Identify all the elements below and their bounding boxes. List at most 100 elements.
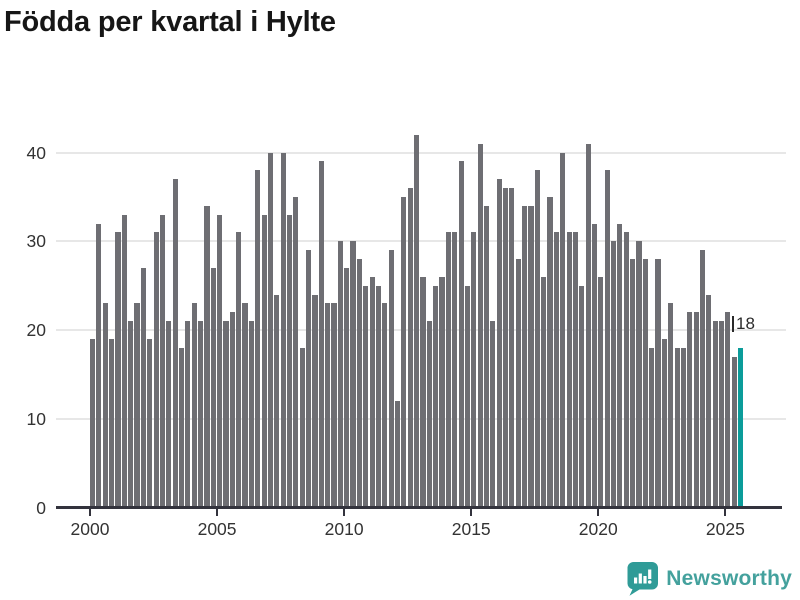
bar bbox=[553, 232, 559, 508]
bar bbox=[439, 276, 445, 508]
bar bbox=[286, 214, 293, 508]
bar bbox=[267, 152, 274, 508]
bar bbox=[420, 276, 426, 508]
bar bbox=[147, 338, 153, 508]
bar bbox=[229, 312, 235, 508]
bar bbox=[102, 303, 108, 508]
bar bbox=[363, 285, 369, 508]
x-tick-label-2015: 2015 bbox=[451, 518, 491, 539]
x-tick-label-2005: 2005 bbox=[197, 518, 237, 539]
bar bbox=[591, 223, 598, 508]
bar bbox=[502, 188, 509, 508]
bar bbox=[433, 285, 439, 508]
x-tick-2020 bbox=[597, 508, 600, 516]
bar bbox=[204, 205, 210, 508]
bar bbox=[178, 347, 185, 508]
bar bbox=[274, 294, 280, 508]
bar bbox=[109, 338, 115, 508]
bar bbox=[426, 321, 432, 508]
bar bbox=[655, 259, 661, 508]
bar bbox=[509, 188, 515, 508]
bar bbox=[642, 259, 648, 508]
x-tick-label-2025: 2025 bbox=[705, 518, 745, 539]
bar bbox=[522, 205, 528, 508]
x-tick-2025 bbox=[724, 508, 727, 516]
bar bbox=[344, 267, 350, 508]
x-tick-2015 bbox=[470, 508, 473, 516]
bar bbox=[687, 312, 693, 508]
bar bbox=[534, 170, 540, 508]
bar bbox=[541, 276, 547, 508]
gridline-40 bbox=[56, 151, 786, 154]
bar bbox=[210, 267, 216, 508]
bar bbox=[712, 321, 718, 508]
bar bbox=[636, 241, 642, 508]
bar bbox=[483, 205, 490, 508]
bar bbox=[115, 232, 121, 508]
bar bbox=[242, 303, 248, 508]
bar bbox=[706, 294, 712, 508]
x-tick-2010 bbox=[343, 508, 346, 516]
bar bbox=[477, 143, 483, 508]
y-tick-label-0: 0 bbox=[36, 497, 46, 518]
bar bbox=[375, 285, 382, 508]
bar bbox=[217, 214, 223, 508]
bar bbox=[159, 214, 166, 508]
bar bbox=[172, 179, 178, 508]
bar bbox=[674, 347, 680, 508]
annotation-leader-line bbox=[731, 315, 734, 332]
x-tick-2000 bbox=[89, 508, 91, 516]
bar bbox=[471, 232, 477, 508]
bar bbox=[255, 170, 261, 508]
bar bbox=[90, 338, 96, 508]
bar bbox=[306, 250, 312, 508]
bar bbox=[198, 321, 204, 508]
x-tick-label-2020: 2020 bbox=[578, 518, 618, 539]
bar bbox=[185, 321, 191, 508]
y-tick-label-20: 20 bbox=[26, 320, 46, 340]
bar bbox=[668, 303, 674, 508]
bar bbox=[236, 232, 242, 508]
bar bbox=[369, 276, 375, 508]
bar bbox=[699, 250, 706, 508]
gridline-30 bbox=[56, 240, 786, 243]
bar bbox=[134, 303, 140, 508]
bar bbox=[223, 321, 229, 508]
bar bbox=[96, 223, 102, 508]
bar bbox=[623, 232, 629, 508]
bar bbox=[128, 321, 134, 508]
bar bbox=[452, 232, 458, 508]
y-tick-label-10: 10 bbox=[26, 408, 46, 429]
bar bbox=[585, 143, 591, 508]
bar bbox=[680, 347, 687, 508]
bar bbox=[356, 259, 362, 508]
y-tick-label-40: 40 bbox=[26, 142, 46, 163]
bar bbox=[121, 214, 127, 508]
bar-highlight bbox=[738, 347, 744, 508]
newsworthy-logo-text: Newsworthy bbox=[666, 566, 792, 590]
bar bbox=[566, 232, 572, 508]
bar bbox=[331, 303, 337, 508]
bar bbox=[579, 285, 585, 508]
bar bbox=[661, 338, 667, 508]
chart-title: Födda per kvartal i Hylte bbox=[4, 6, 336, 38]
x-tick-2005 bbox=[216, 508, 219, 516]
bar bbox=[191, 303, 197, 508]
bar bbox=[731, 356, 737, 508]
bar bbox=[312, 294, 318, 508]
bar bbox=[293, 196, 299, 508]
bar bbox=[445, 232, 451, 508]
bar bbox=[337, 241, 343, 508]
bar bbox=[350, 241, 356, 508]
x-tick-label-2000: 2000 bbox=[70, 518, 110, 539]
bar bbox=[617, 223, 623, 508]
bar bbox=[280, 152, 286, 508]
bar bbox=[610, 241, 617, 508]
bar bbox=[464, 285, 470, 508]
bar bbox=[725, 312, 731, 508]
bar bbox=[166, 321, 172, 508]
bar bbox=[325, 303, 331, 508]
latest-value-label: 18 bbox=[736, 313, 755, 333]
newsworthy-logo[interactable]: Newsworthy bbox=[626, 561, 792, 596]
bar bbox=[490, 321, 496, 508]
